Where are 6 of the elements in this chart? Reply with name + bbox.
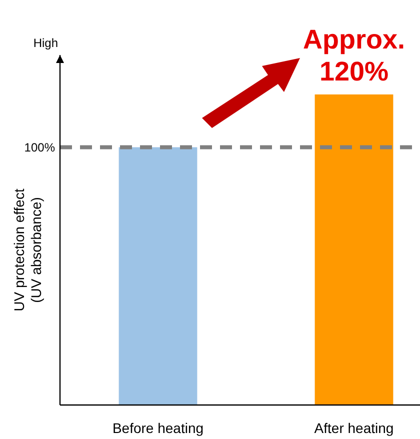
y-axis-title: UV protection effect (UV absorbance) bbox=[11, 188, 44, 312]
x-tick-label: After heating bbox=[314, 420, 394, 436]
x-tick-label: Before heating bbox=[112, 420, 204, 436]
annotation: Approx. 120% bbox=[302, 24, 406, 86]
text: High bbox=[33, 36, 58, 50]
text: 100% bbox=[24, 140, 56, 154]
